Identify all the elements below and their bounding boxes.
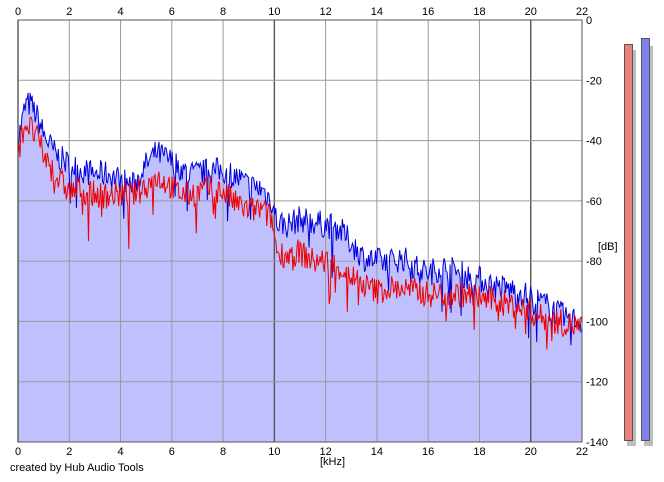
y-tick--40: -40 [586, 136, 602, 148]
x-tick-bottom-10: 10 [268, 446, 280, 458]
x-tick-top-0: 0 [15, 6, 21, 18]
x-tick-top-20: 20 [525, 6, 537, 18]
x-tick-bottom-6: 6 [169, 446, 175, 458]
x-tick-top-12: 12 [320, 6, 332, 18]
left-level-meter [624, 44, 633, 441]
spectrum-area-layer [18, 92, 582, 443]
x-axis-label: [kHz] [320, 456, 346, 468]
x-tick-bottom-16: 16 [422, 446, 434, 458]
x-tick-bottom-12: 12 [320, 446, 332, 458]
right-level-meter [641, 38, 650, 441]
x-tick-top-2: 2 [66, 6, 72, 18]
y-axis-label: [dB] [598, 241, 618, 253]
credit-text: created by Hub Audio Tools [10, 462, 144, 474]
x-tick-top-4: 4 [117, 6, 123, 18]
x-tick-top-18: 18 [473, 6, 485, 18]
x-tick-top-22: 22 [576, 6, 588, 18]
x-tick-bottom-0: 0 [15, 446, 21, 458]
x-tick-bottom-4: 4 [117, 446, 123, 458]
x-tick-top-10: 10 [268, 6, 280, 18]
y-tick--80: -80 [586, 256, 602, 268]
x-tick-bottom-8: 8 [220, 446, 226, 458]
axis-layer: 002244668810101212141416161818202022220-… [15, 6, 608, 458]
y-tick--140: -140 [586, 437, 608, 449]
x-tick-bottom-22: 22 [576, 446, 588, 458]
spectrum-fill-area [18, 92, 582, 443]
y-tick--120: -120 [586, 377, 608, 389]
y-tick--100: -100 [586, 316, 608, 328]
x-tick-bottom-18: 18 [473, 446, 485, 458]
x-tick-top-6: 6 [169, 6, 175, 18]
x-tick-bottom-14: 14 [371, 446, 383, 458]
plot-frame [17, 19, 583, 443]
x-tick-top-16: 16 [422, 6, 434, 18]
y-tick--20: -20 [586, 75, 602, 87]
x-tick-top-8: 8 [220, 6, 226, 18]
y-tick-0: 0 [586, 15, 592, 27]
series-line-red [17, 116, 583, 350]
x-tick-bottom-20: 20 [525, 446, 537, 458]
x-tick-top-14: 14 [371, 6, 383, 18]
spectrum-lines-layer [17, 92, 583, 350]
y-tick--60: -60 [586, 196, 602, 208]
x-tick-bottom-2: 2 [66, 446, 72, 458]
